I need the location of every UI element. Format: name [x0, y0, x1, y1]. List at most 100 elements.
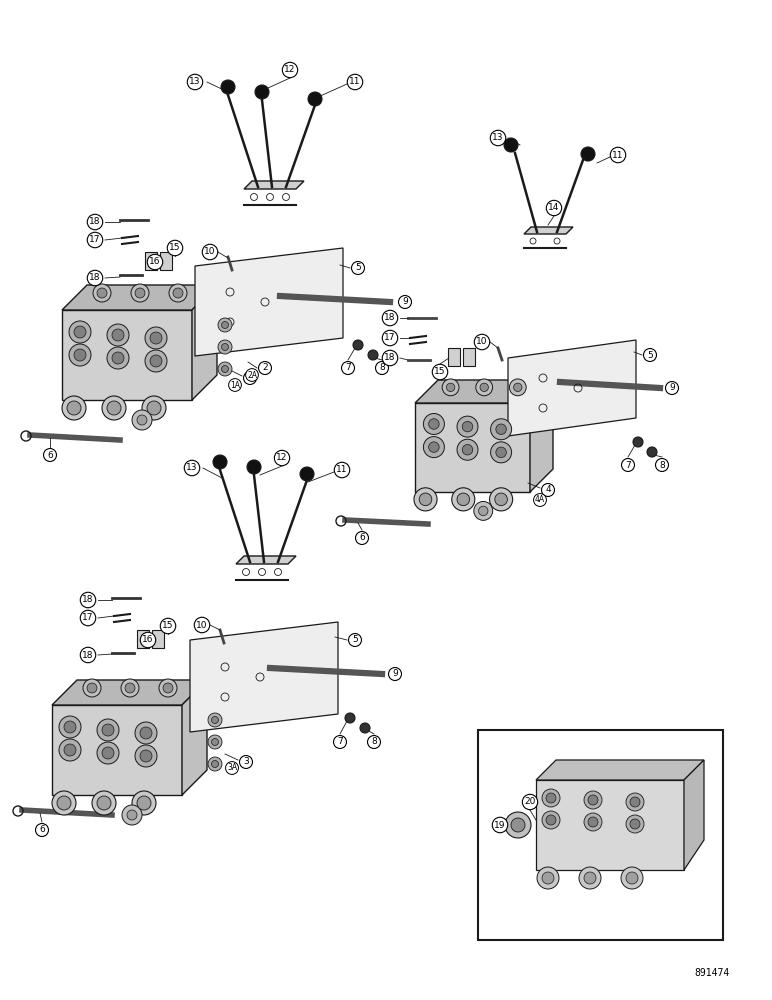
Polygon shape: [62, 310, 192, 400]
Text: 891474: 891474: [695, 968, 730, 978]
Circle shape: [132, 791, 156, 815]
Polygon shape: [530, 380, 553, 492]
Circle shape: [135, 288, 145, 298]
Circle shape: [368, 350, 378, 360]
Circle shape: [107, 347, 129, 369]
Circle shape: [97, 742, 119, 764]
Text: 13: 13: [493, 133, 504, 142]
Circle shape: [135, 745, 157, 767]
Circle shape: [621, 867, 643, 889]
Circle shape: [537, 867, 559, 889]
Circle shape: [135, 722, 157, 744]
Circle shape: [147, 401, 161, 415]
Text: 11: 11: [612, 150, 624, 159]
Text: 2A: 2A: [247, 370, 257, 379]
Text: 18: 18: [384, 314, 396, 322]
Text: 6: 6: [39, 826, 45, 834]
Circle shape: [630, 797, 640, 807]
Circle shape: [546, 815, 556, 825]
Circle shape: [93, 284, 111, 302]
Text: 13: 13: [186, 464, 198, 473]
Circle shape: [145, 350, 167, 372]
Circle shape: [542, 811, 560, 829]
Text: 5: 5: [352, 636, 358, 645]
Text: 12: 12: [284, 66, 296, 75]
FancyBboxPatch shape: [463, 348, 475, 366]
Text: 20: 20: [524, 798, 536, 806]
Text: 17: 17: [83, 613, 93, 622]
Text: 6: 6: [359, 534, 365, 542]
Text: 7: 7: [337, 738, 343, 746]
Circle shape: [428, 419, 439, 429]
Circle shape: [584, 791, 602, 809]
Circle shape: [626, 872, 638, 884]
Circle shape: [212, 716, 218, 724]
Circle shape: [300, 467, 314, 481]
Circle shape: [490, 442, 512, 463]
Circle shape: [62, 396, 86, 420]
Circle shape: [59, 716, 81, 738]
Circle shape: [97, 719, 119, 741]
Circle shape: [633, 437, 643, 447]
Text: 5: 5: [355, 263, 361, 272]
Circle shape: [626, 815, 644, 833]
Circle shape: [345, 713, 355, 723]
Circle shape: [510, 379, 527, 396]
Text: 4: 4: [545, 486, 550, 494]
Text: 18: 18: [90, 218, 101, 227]
Circle shape: [511, 818, 525, 832]
Circle shape: [308, 92, 322, 106]
Circle shape: [414, 488, 437, 511]
Circle shape: [423, 437, 445, 458]
Text: 18: 18: [90, 273, 101, 282]
Circle shape: [150, 355, 162, 367]
Circle shape: [495, 493, 507, 506]
Polygon shape: [244, 181, 304, 189]
Polygon shape: [192, 285, 217, 400]
Polygon shape: [536, 780, 684, 870]
Text: 16: 16: [142, 636, 154, 645]
Text: 3: 3: [243, 758, 249, 766]
Text: 11: 11: [337, 466, 347, 475]
Polygon shape: [182, 680, 207, 795]
Circle shape: [142, 396, 166, 420]
Text: 8: 8: [379, 363, 385, 372]
Circle shape: [173, 288, 183, 298]
Text: 19: 19: [494, 820, 506, 830]
Circle shape: [159, 679, 177, 697]
Circle shape: [150, 332, 162, 344]
Circle shape: [222, 365, 229, 372]
Text: 13: 13: [189, 78, 201, 87]
Circle shape: [107, 401, 121, 415]
Circle shape: [588, 795, 598, 805]
Text: 9: 9: [392, 670, 398, 678]
Polygon shape: [415, 380, 553, 403]
Circle shape: [127, 810, 137, 820]
Text: 2: 2: [262, 363, 268, 372]
Circle shape: [112, 329, 124, 341]
Text: 9: 9: [669, 383, 675, 392]
Circle shape: [59, 739, 81, 761]
Circle shape: [212, 760, 218, 768]
Circle shape: [457, 439, 478, 460]
Text: 18: 18: [384, 354, 396, 362]
Circle shape: [57, 796, 71, 810]
Circle shape: [221, 80, 235, 94]
Text: 10: 10: [476, 338, 488, 347]
Circle shape: [462, 421, 472, 432]
Circle shape: [504, 138, 518, 152]
Circle shape: [490, 419, 512, 440]
Circle shape: [452, 488, 475, 511]
Circle shape: [140, 727, 152, 739]
Circle shape: [69, 321, 91, 343]
Text: 8: 8: [371, 738, 377, 746]
Circle shape: [52, 791, 76, 815]
FancyBboxPatch shape: [448, 348, 460, 366]
Text: 4A: 4A: [535, 495, 545, 504]
Circle shape: [581, 147, 595, 161]
Circle shape: [67, 401, 81, 415]
Circle shape: [140, 750, 152, 762]
Circle shape: [125, 683, 135, 693]
Text: 5: 5: [647, 351, 653, 360]
Text: 3A: 3A: [227, 764, 237, 772]
